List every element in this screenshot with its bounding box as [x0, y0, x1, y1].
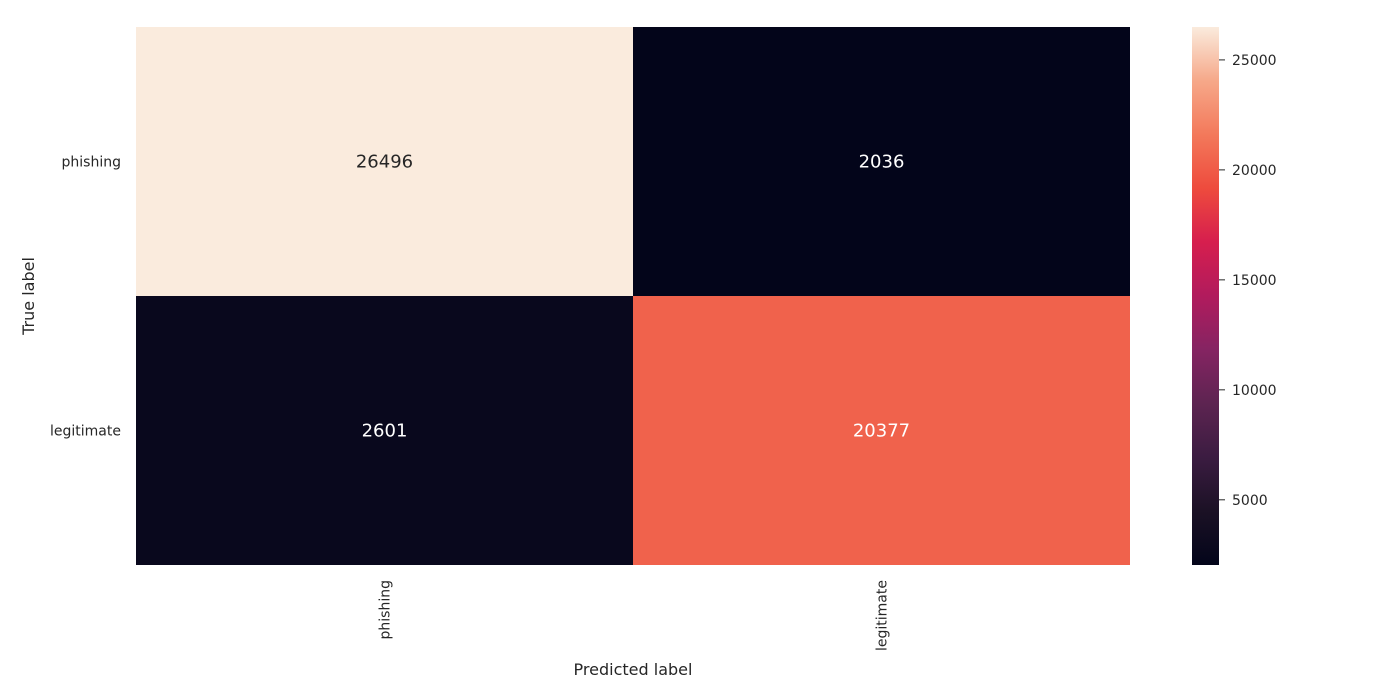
colorbar-tick-label: 5000	[1232, 493, 1268, 509]
heatmap-cell	[633, 296, 1130, 565]
colorbar-tick-label: 15000	[1232, 273, 1277, 289]
x-axis-label: Predicted label	[574, 660, 693, 679]
x-tick-label: phishing	[378, 580, 394, 639]
cell-value-label: 2036	[859, 152, 905, 173]
colorbar-tick-label: 10000	[1232, 383, 1277, 399]
heatmap-cell	[633, 27, 1130, 296]
heatmap-cells	[136, 27, 1130, 565]
x-tick-labels: phishing legitimate	[378, 580, 891, 651]
y-axis-label: True label	[19, 257, 38, 336]
cell-value-label: 20377	[853, 421, 910, 442]
heatmap-cell	[136, 27, 633, 296]
y-tick-labels: phishing legitimate	[50, 155, 121, 440]
x-tick-label: legitimate	[875, 580, 891, 651]
colorbar	[1192, 27, 1219, 565]
cell-value-labels: 26496 2036 2601 20377	[356, 152, 910, 442]
colorbar-tick-label: 20000	[1232, 163, 1277, 179]
y-tick-label: legitimate	[50, 424, 121, 440]
colorbar-tick-label: 25000	[1232, 53, 1277, 69]
y-tick-label: phishing	[62, 155, 121, 171]
colorbar-ticks: 5000 10000 15000 20000 25000	[1219, 53, 1277, 509]
cell-value-label: 26496	[356, 152, 413, 173]
heatmap-cell	[136, 296, 633, 565]
cell-value-label: 2601	[362, 421, 408, 442]
